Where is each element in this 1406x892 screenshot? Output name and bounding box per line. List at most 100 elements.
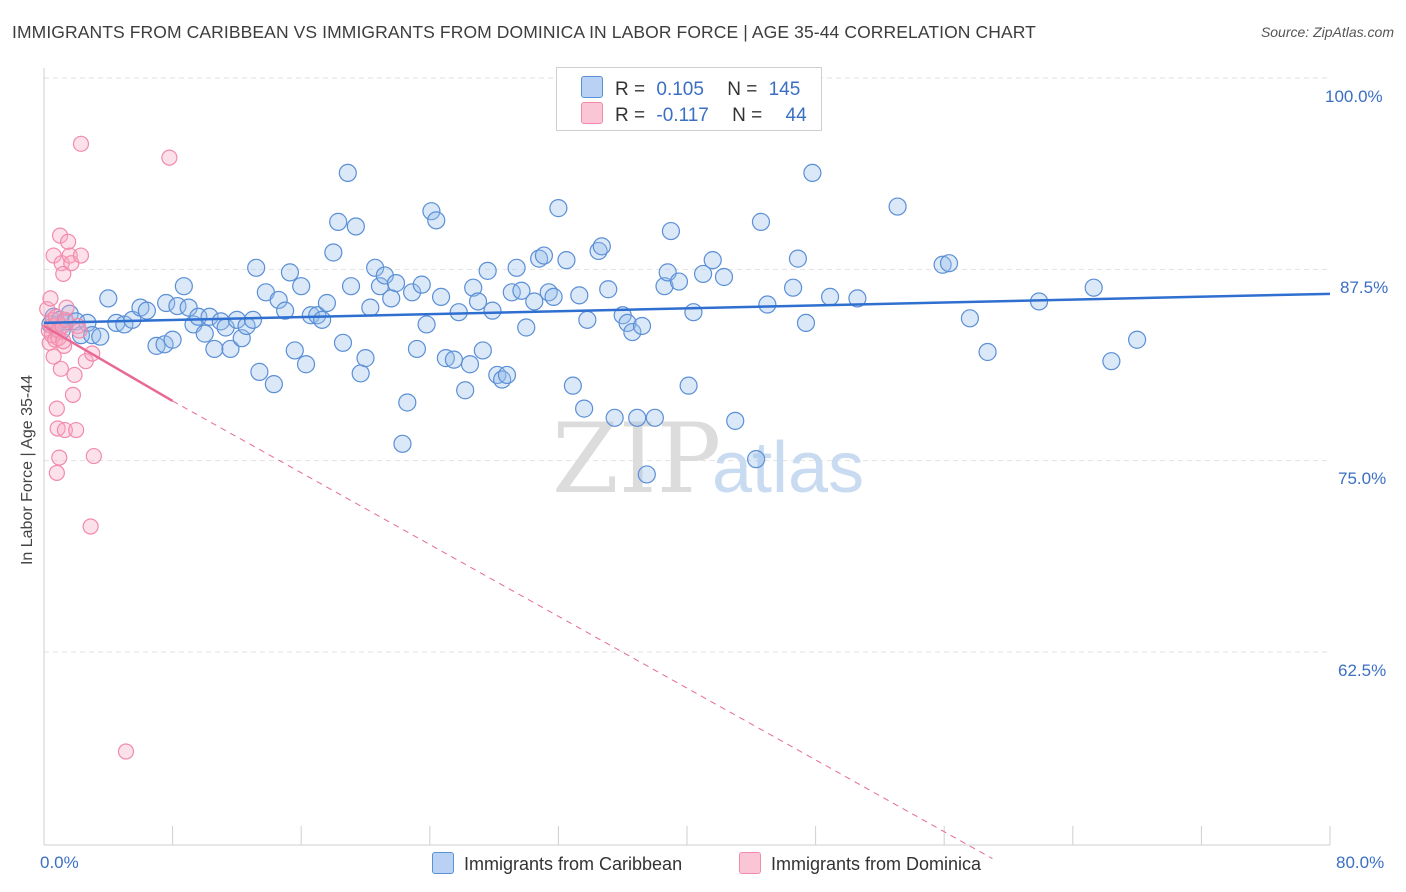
legend-r-label: R = (615, 79, 646, 100)
caribbean-point (645, 408, 664, 427)
dominica-point (68, 421, 85, 439)
caribbean-point (280, 263, 300, 282)
caribbean-point (684, 303, 703, 322)
caribbean-point (269, 290, 288, 310)
bottom-legend-swatch-dominica (739, 852, 761, 874)
caribbean-point (599, 280, 618, 299)
caribbean-point (431, 287, 451, 306)
caribbean-point (747, 450, 766, 469)
caribbean-point (427, 211, 446, 230)
caribbean-point (803, 163, 822, 182)
caribbean-point (333, 333, 353, 352)
caribbean-point (473, 341, 492, 360)
caribbean-point (468, 292, 488, 311)
caribbean-point (605, 408, 624, 427)
caribbean-point (563, 376, 582, 395)
caribbean-point (679, 376, 698, 395)
caribbean-point (703, 251, 722, 270)
caribbean-point (329, 212, 348, 231)
caribbean-point (820, 287, 840, 306)
legend-swatch-caribbean (581, 76, 603, 98)
caribbean-point (264, 375, 283, 394)
caribbean-point (788, 249, 808, 268)
caribbean-point (324, 243, 343, 262)
bottom-legend-swatch-caribbean (432, 852, 454, 874)
caribbean-point (292, 277, 311, 296)
caribbean-point (933, 255, 952, 274)
dominica-point (60, 233, 77, 250)
caribbean-point (783, 278, 803, 297)
dominica-point (64, 386, 82, 403)
y-tick-label-100: 100.0% (1325, 87, 1383, 106)
caribbean-point (978, 342, 997, 362)
x-tick-label-min: 0.0% (40, 853, 79, 872)
caribbean-point (618, 313, 637, 333)
dominica-trend-extension (172, 400, 993, 860)
caribbean-point (714, 267, 734, 287)
dominica-point (71, 322, 88, 339)
caribbean-point (361, 298, 380, 317)
caribbean-point (174, 277, 193, 296)
caribbean-point (205, 339, 224, 359)
caribbean-point (247, 258, 266, 277)
bottom-legend-label-caribbean: Immigrants from Caribbean (464, 854, 683, 874)
dominica-point (51, 227, 69, 244)
caribbean-point (578, 310, 597, 329)
dominica-point (51, 449, 68, 466)
legend-r-label: R = (615, 105, 646, 126)
caribbean-point (1084, 278, 1103, 297)
legend-n-value-caribbean: 145 (768, 79, 801, 100)
caribbean-point (137, 301, 156, 320)
caribbean-point (366, 258, 385, 277)
caribbean-point (386, 274, 406, 293)
y-tick-label-75: 75.0% (1338, 469, 1387, 488)
caribbean-point (276, 301, 295, 320)
caribbean-point (534, 246, 554, 265)
caribbean-point (382, 289, 401, 308)
dominica-point (161, 149, 178, 166)
dominica-point (45, 348, 62, 365)
legend-n-value-dominica: 44 (785, 105, 807, 126)
caribbean-point (570, 286, 589, 305)
caribbean-trend-line (43, 292, 1331, 325)
dominica-point (52, 360, 69, 377)
caribbean-point (507, 258, 526, 277)
source-label: Source: ZipAtlas.com (1260, 24, 1394, 40)
y-tick-label-62-5: 62.5% (1338, 661, 1387, 680)
legend-r-value-caribbean: 0.105 (656, 79, 704, 100)
caribbean-point (751, 212, 771, 231)
dominica-point (72, 135, 90, 152)
caribbean-point (422, 202, 441, 221)
chart-title: IMMIGRANTS FROM CARIBBEAN VS IMMIGRANTS … (12, 22, 1036, 42)
caribbean-point (200, 307, 219, 326)
bottom-legend-label-dominica: Immigrants from Dominica (771, 854, 982, 874)
caribbean-point (661, 221, 681, 241)
caribbean-point (1102, 352, 1121, 371)
dominica-point (72, 247, 90, 264)
legend-swatch-dominica (581, 102, 603, 124)
caribbean-point (960, 309, 980, 328)
caribbean-point (285, 341, 304, 360)
caribbean-point (444, 350, 464, 369)
caribbean-point (939, 254, 959, 273)
caribbean-point (512, 281, 531, 300)
bottom-legend-dominica: Immigrants from Dominica (739, 852, 981, 875)
caribbean-point (628, 408, 647, 427)
caribbean-point (517, 318, 536, 337)
caribbean-point (179, 298, 198, 317)
caribbean-point (398, 393, 417, 412)
caribbean-point (460, 355, 480, 374)
caribbean-point (407, 339, 427, 359)
caribbean-point (693, 264, 713, 284)
caribbean-point (592, 237, 611, 256)
caribbean-point (575, 399, 594, 418)
caribbean-point (296, 355, 316, 374)
caribbean-point (464, 278, 483, 297)
caribbean-point (351, 364, 370, 383)
caribbean-point (338, 163, 357, 182)
caribbean-point (243, 310, 263, 329)
caribbean-point (525, 292, 544, 311)
y-tick-label-87-5: 87.5% (1340, 278, 1389, 297)
caribbean-point (91, 327, 110, 346)
caribbean-point (301, 306, 320, 325)
